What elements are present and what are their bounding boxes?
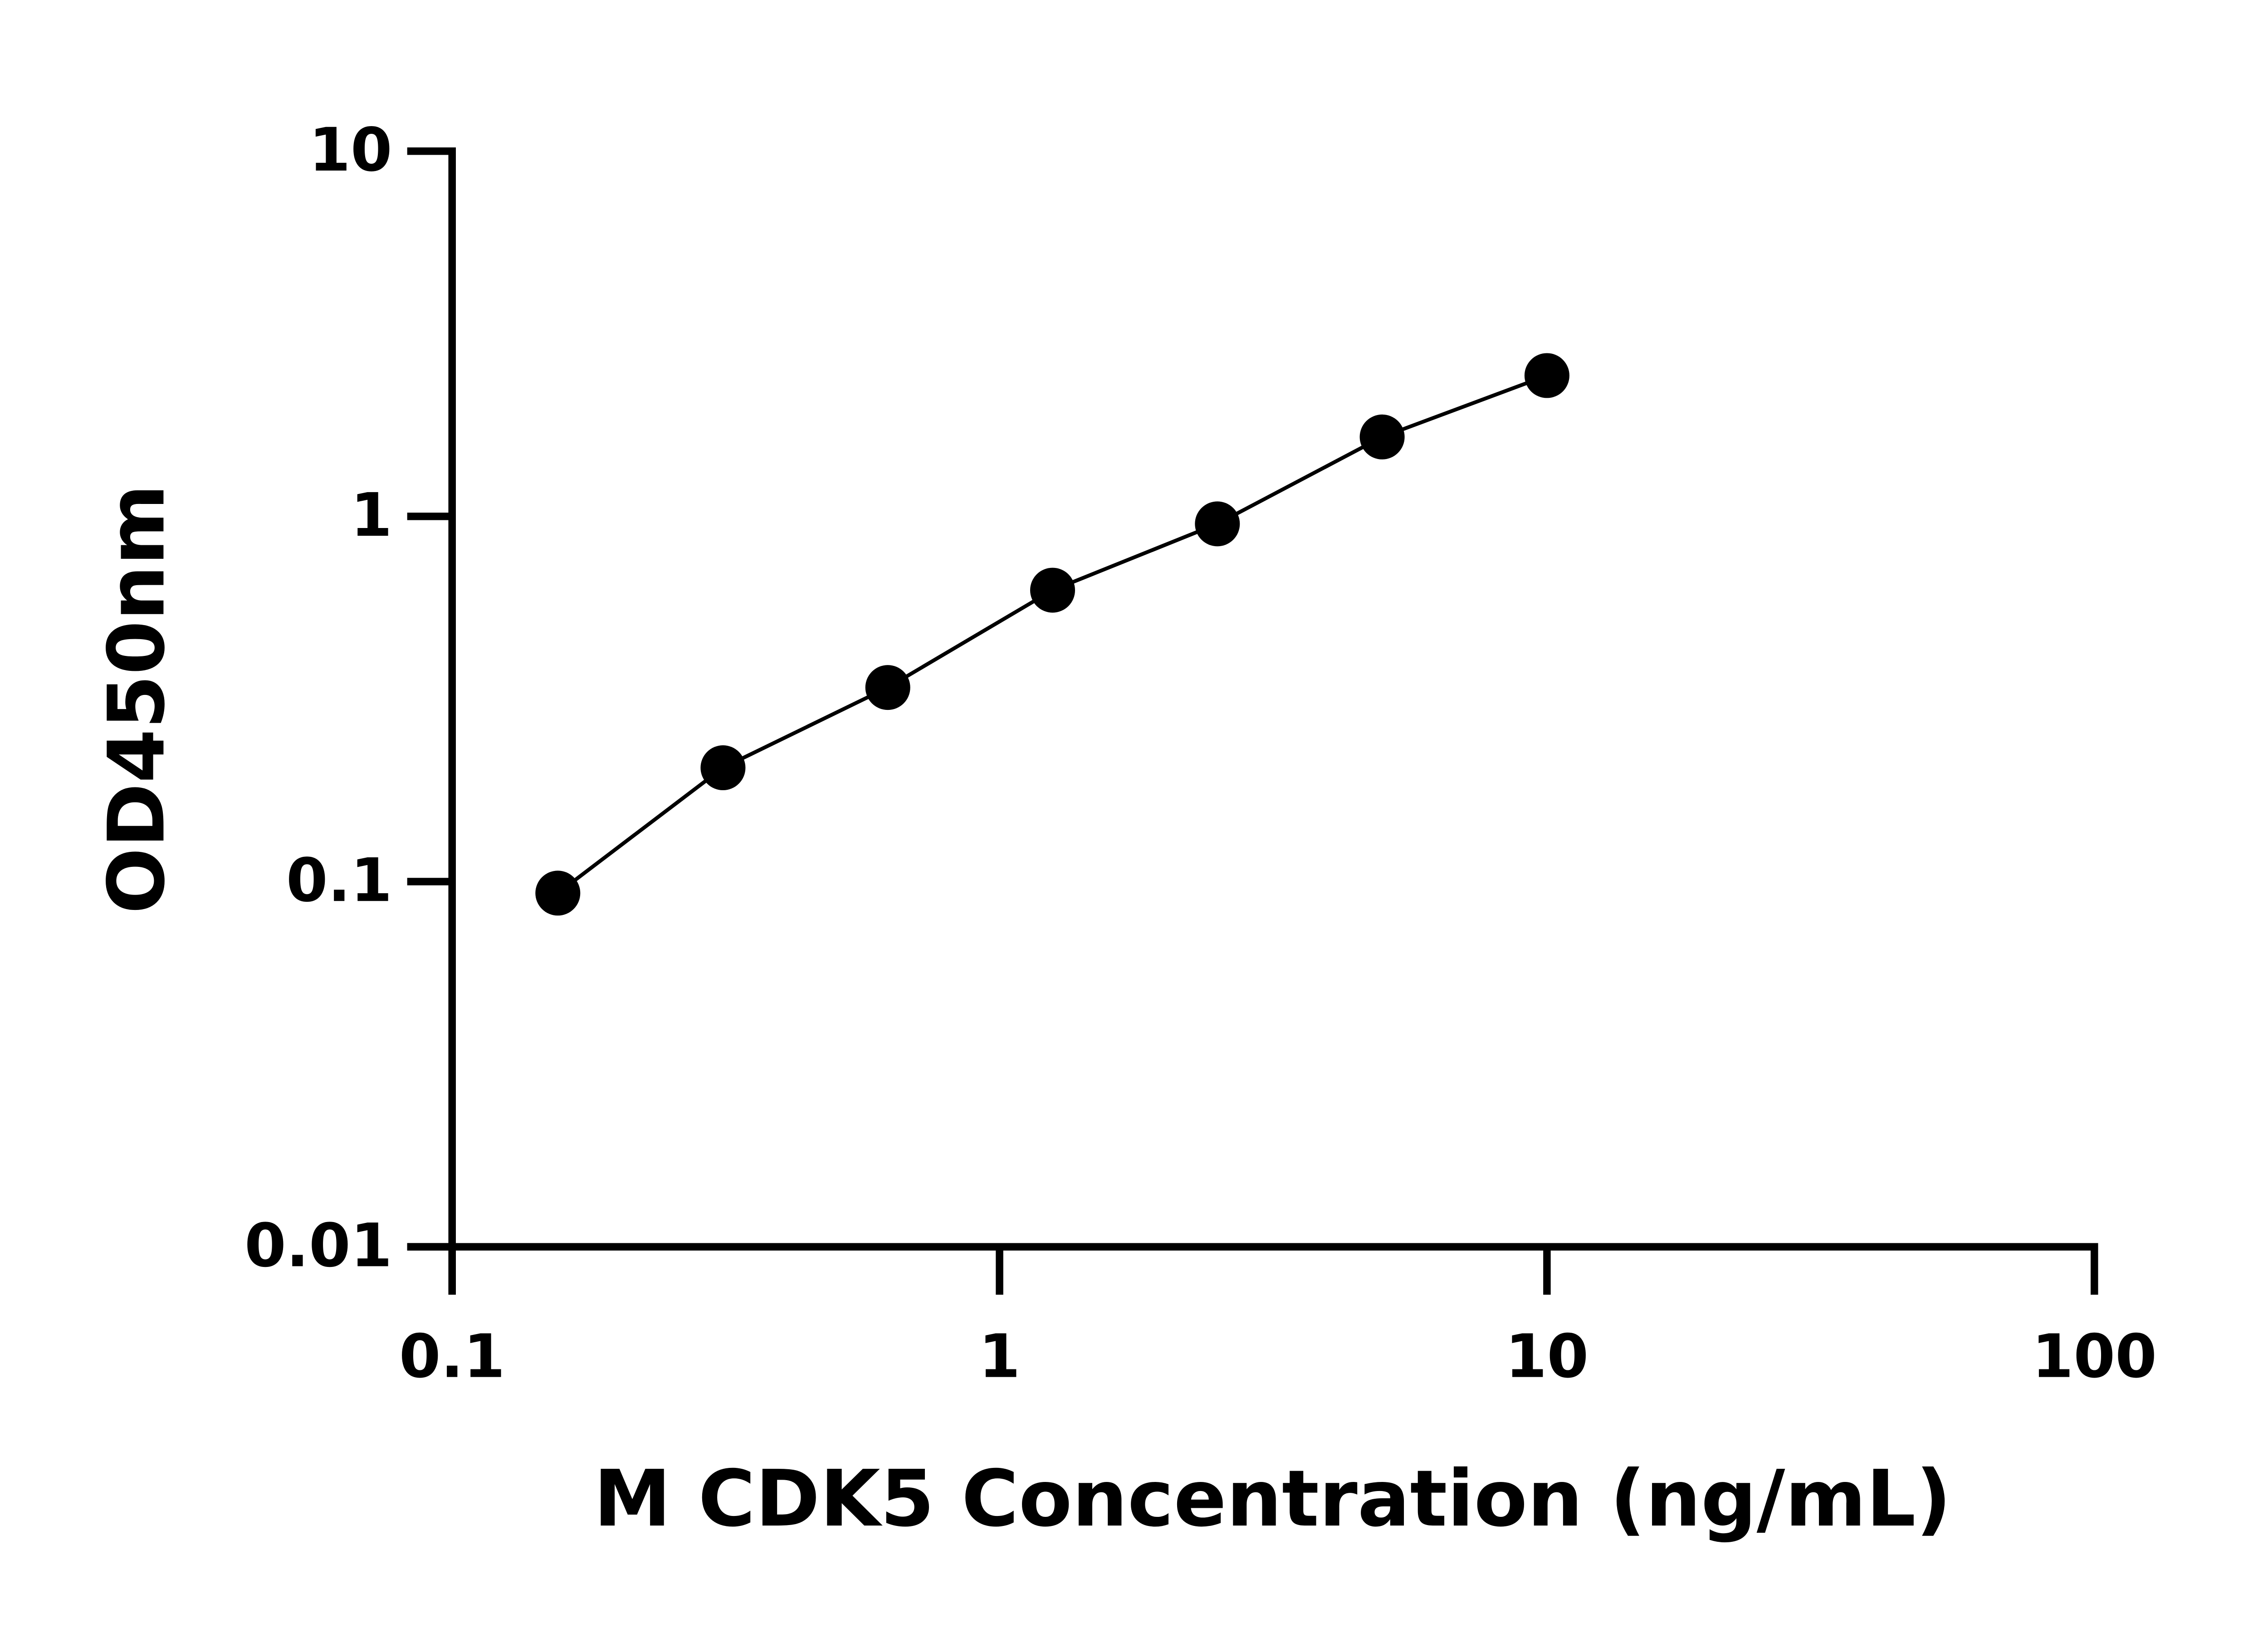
data-point [1030,567,1075,613]
data-point [1524,353,1569,398]
x-tick-label: 1 [979,1322,1021,1392]
x-tick-label: 0.1 [399,1322,505,1392]
y-tick-label: 0.01 [244,1211,392,1281]
y-axis-label: OD450nm [92,484,182,914]
data-point [1195,501,1240,547]
data-point [865,665,910,710]
y-tick-label: 10 [309,115,392,185]
data-point [700,745,746,791]
fit-line [557,374,1548,895]
x-tick-label: 100 [2032,1322,2157,1392]
x-axis-label: M CDK5 Concentration (ng/mL) [594,1454,1951,1544]
y-tick-label: 1 [351,480,392,550]
data-point [1359,414,1405,460]
y-tick-label: 0.1 [286,846,392,915]
x-tick-label: 10 [1505,1322,1589,1392]
data-point [535,870,581,916]
